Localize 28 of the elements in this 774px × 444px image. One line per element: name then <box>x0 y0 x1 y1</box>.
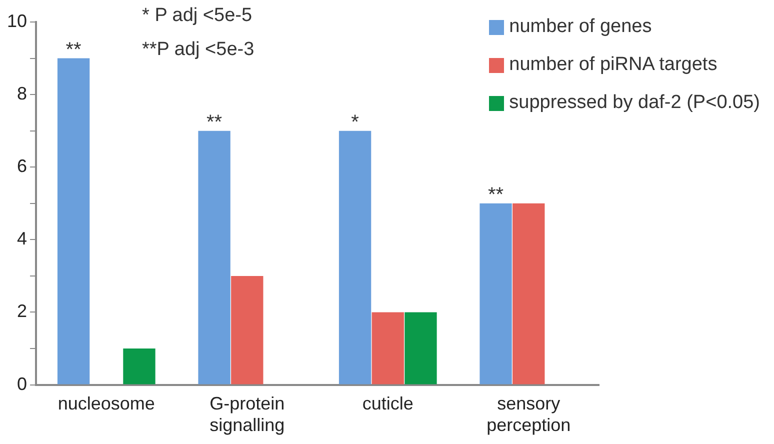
y-tick-label: 0 <box>17 374 28 394</box>
legend-label: number of genes <box>509 15 652 39</box>
annotation: * P adj <5e-5 <box>142 5 252 26</box>
annotation: ** <box>66 38 82 61</box>
annotation: * <box>351 111 360 134</box>
y-tick-label: 10 <box>6 10 28 31</box>
x-tick-label: sensory perception <box>486 394 571 436</box>
y-tick-label: 4 <box>17 228 28 249</box>
y-tick-label: 2 <box>17 301 28 322</box>
bar <box>231 276 264 384</box>
y-tick-label: 6 <box>17 156 28 176</box>
bar <box>57 58 90 384</box>
annotation: **P adj <5e-3 <box>142 39 254 60</box>
legend-label: suppressed by daf-2 (P<0.05) <box>509 91 760 115</box>
bar <box>198 130 230 384</box>
bar <box>512 203 545 384</box>
legend-label: number of piRNA targets <box>509 53 718 77</box>
x-tick-label: nucleosome <box>58 394 155 414</box>
x-tick-label: cuticle <box>362 394 414 414</box>
x-tick-label: G-protein signalling <box>210 394 285 436</box>
bar <box>372 312 404 384</box>
bar <box>123 348 156 384</box>
annotation: ** <box>206 111 222 134</box>
annotation: ** <box>488 184 504 206</box>
bar <box>480 203 512 384</box>
bar <box>338 130 372 384</box>
y-tick-label: 8 <box>17 84 28 104</box>
bar <box>404 312 437 384</box>
